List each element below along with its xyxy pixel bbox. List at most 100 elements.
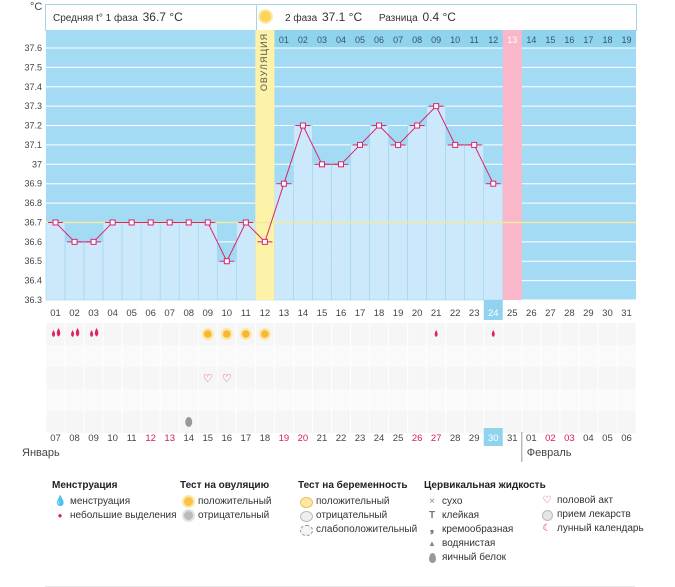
y-tick-label: 37.4 xyxy=(24,82,42,92)
y-tick-label: 37.3 xyxy=(24,101,42,111)
creamy-icon: ❟ xyxy=(430,524,434,535)
date-label: 14 xyxy=(183,433,194,444)
temperature-bar xyxy=(45,222,66,301)
sun-icon xyxy=(182,495,194,509)
cycle-day-label: 10 xyxy=(222,308,233,319)
date-label: 31 xyxy=(507,433,518,444)
phase2-label: 2 фаза xyxy=(285,13,318,24)
date-label: 22 xyxy=(336,433,347,444)
temperature-bar xyxy=(293,125,313,301)
date-label: 01 xyxy=(526,433,537,444)
y-tick-label: 37.5 xyxy=(24,62,42,72)
heart-icon: ♡ xyxy=(222,373,232,385)
phase2-day-label: 04 xyxy=(336,35,346,45)
legend-pregnancy-test: Тест на беременность положительный отриц… xyxy=(298,480,417,537)
temperature-point xyxy=(376,122,383,129)
ovulation-label: ОВУЛЯЦИЯ xyxy=(259,33,269,91)
diff-label: Разница xyxy=(378,13,418,24)
phase2-day-label: 01 xyxy=(279,35,289,45)
temperature-bar xyxy=(178,222,199,301)
month-left-label: Январь xyxy=(22,447,60,459)
legend-title: Тест на беременность xyxy=(298,480,408,491)
date-label: 16 xyxy=(222,433,233,444)
date-label: 15 xyxy=(202,433,213,444)
legend-item: ♡ половой акт xyxy=(542,495,614,506)
y-tick-label: 36.8 xyxy=(24,198,42,208)
temperature-bar xyxy=(369,125,389,301)
legend-item: × сухо xyxy=(424,495,546,509)
egg-white-icon xyxy=(185,417,193,427)
drop-icon xyxy=(52,330,56,337)
phase2-day-label: 17 xyxy=(583,35,593,45)
temperature-bar xyxy=(312,164,332,301)
phase2-day-label: 16 xyxy=(564,35,574,45)
drop-icon xyxy=(94,328,99,337)
diff-value: 0.4 °C xyxy=(422,10,456,24)
temperature-bar xyxy=(236,222,256,301)
date-label: 10 xyxy=(107,433,118,444)
heart-icon: ♡ xyxy=(203,373,213,385)
temperature-point xyxy=(242,219,249,226)
phase2-day-strip xyxy=(274,30,636,48)
date-label: 17 xyxy=(241,433,252,444)
sun-icon xyxy=(242,330,250,338)
date-label: 08 xyxy=(69,433,80,444)
cycle-day-label: 07 xyxy=(164,308,175,319)
phase2-day-label: 10 xyxy=(450,35,460,45)
temperature-bar xyxy=(140,222,161,301)
legend-item: ● небольшие выделения xyxy=(52,509,177,523)
temperature-point xyxy=(52,219,59,226)
cycle-day-label: 30 xyxy=(602,308,613,319)
legend-item: 💧 менструация xyxy=(54,496,131,507)
header-divider xyxy=(256,4,257,30)
drop-icon xyxy=(75,328,80,337)
phase-sun-icon xyxy=(260,11,271,22)
date-label: 20 xyxy=(298,433,309,444)
cycle-day-label: 29 xyxy=(583,308,594,319)
phase2-day-label: 06 xyxy=(374,35,384,45)
phase1-value: 36.7 °C xyxy=(142,10,183,24)
symbol-row xyxy=(46,411,636,433)
cycle-day-label: 06 xyxy=(145,308,156,319)
date-label: 19 xyxy=(279,433,290,444)
sticky-icon: T xyxy=(428,510,436,521)
legend-title: Тест на овуляцию xyxy=(180,480,270,491)
legend-item: отрицательный xyxy=(298,509,417,523)
phase2-day-label: 19 xyxy=(621,35,631,45)
temperature-point xyxy=(223,258,230,265)
temperature-bar xyxy=(102,222,123,301)
drop-icon xyxy=(71,330,75,337)
legend-item: отрицательный xyxy=(180,509,271,523)
y-tick-label: 36.4 xyxy=(24,276,42,286)
cycle-day-label: 08 xyxy=(183,308,194,319)
date-label: 18 xyxy=(260,433,271,444)
moon-icon: ☾ xyxy=(542,523,552,534)
y-tick-label: 36.3 xyxy=(24,295,42,305)
legend-menstruation: Менструация 💧 менструация ● небольшие вы… xyxy=(52,480,177,523)
y-tick-label: 36.5 xyxy=(24,256,42,266)
temperature-point xyxy=(147,219,154,226)
y-tick-label: 36.6 xyxy=(24,237,42,247)
temperature-bar xyxy=(216,260,237,301)
date-label: 29 xyxy=(469,433,480,444)
temperature-point xyxy=(395,141,402,148)
temperature-point xyxy=(185,219,192,226)
y-tick-label: 37.6 xyxy=(24,43,42,53)
legend-item: T клейкая xyxy=(424,509,546,523)
heart-icon: ♡ xyxy=(542,495,552,506)
temperature-bar xyxy=(426,105,446,301)
symbol-row xyxy=(46,389,636,411)
cycle-day-label: 11 xyxy=(241,308,251,319)
sun-icon xyxy=(223,330,231,338)
drop-icon xyxy=(56,328,61,337)
cycle-day-label: 27 xyxy=(545,308,556,319)
cycle-day-label: 13 xyxy=(279,308,290,319)
cycle-day-label: 26 xyxy=(526,308,537,319)
cycle-day-label: 25 xyxy=(507,308,518,319)
cycle-day-label: 01 xyxy=(50,308,61,319)
cycle-day-label: 05 xyxy=(126,308,137,319)
cycle-day-label: 20 xyxy=(412,308,423,319)
temperature-point xyxy=(261,238,268,245)
date-label: 11 xyxy=(127,433,137,444)
phase2-day-label: 13 xyxy=(507,35,517,45)
